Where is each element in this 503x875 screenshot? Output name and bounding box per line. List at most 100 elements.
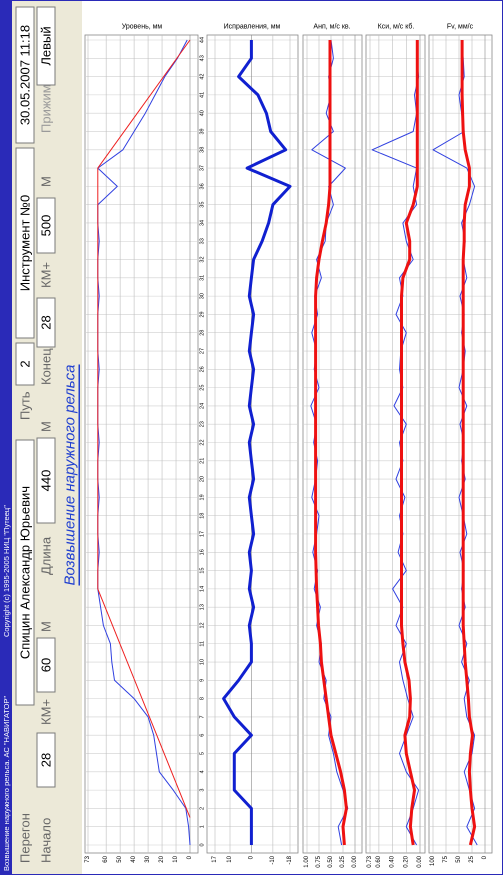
x-tick-label: 26 xyxy=(200,366,206,372)
data-line xyxy=(222,40,292,845)
y-tick-label: 25 xyxy=(469,855,475,862)
y-tick-label: 0.75 xyxy=(316,855,322,867)
y-tick-label: 100 xyxy=(430,855,436,866)
data-line xyxy=(314,40,348,846)
x-tick-label: 2 xyxy=(200,807,206,810)
x-tick-label: 14 xyxy=(200,586,206,592)
caption: Возвышение наружного рельса. АС "НАВИГАТ… xyxy=(2,696,11,871)
x-tick-label: 9 xyxy=(200,679,206,682)
info-label: Перегон xyxy=(18,813,33,863)
y-tick-label: 60 xyxy=(103,855,109,862)
info-label: Длина xyxy=(39,536,54,575)
x-tick-label: 42 xyxy=(200,74,206,80)
panel-title: Кси, м/с кб. xyxy=(378,23,415,31)
info-label: КМ+ xyxy=(39,699,54,725)
y-tick-label: 73 xyxy=(85,855,91,862)
info-value: 2 xyxy=(18,360,33,367)
x-tick-label: 29 xyxy=(200,311,206,317)
info-label: Начало xyxy=(39,818,54,863)
x-tick-label: 37 xyxy=(200,165,206,171)
data-line xyxy=(97,39,191,818)
x-tick-label: 18 xyxy=(200,513,206,519)
x-tick-label: 11 xyxy=(200,641,206,647)
info-label: КМ+ xyxy=(39,262,54,288)
info-field xyxy=(15,6,35,144)
x-tick-label: 22 xyxy=(200,439,206,445)
x-tick-label: 20 xyxy=(200,476,206,482)
info-value: Левый xyxy=(39,26,54,65)
info-field xyxy=(36,437,56,524)
x-tick-label: 44 xyxy=(200,37,206,43)
y-tick-label: 10 xyxy=(173,855,179,862)
y-tick-label: 0.60 xyxy=(376,855,382,867)
y-tick-label: 50 xyxy=(456,855,462,862)
info-label: Прижим xyxy=(39,84,54,133)
panel-frame xyxy=(428,34,493,854)
x-tick-label: 41 xyxy=(200,92,206,98)
panel-title: Анп, м/с кв. xyxy=(313,24,350,31)
panel-frame xyxy=(206,34,299,854)
y-tick-label: 20 xyxy=(159,855,165,862)
info-value: 30.05.2007 11:18 xyxy=(18,25,33,125)
x-tick-label: 21 xyxy=(200,458,206,464)
x-tick-label: 15 xyxy=(200,568,206,574)
x-tick-label: 39 xyxy=(200,128,206,134)
panel-title: Уровень, мм xyxy=(122,24,163,31)
x-tick-label: 36 xyxy=(200,183,206,189)
x-tick-label: 16 xyxy=(200,549,206,555)
y-tick-label: 10 xyxy=(227,855,233,862)
x-tick-label: 32 xyxy=(200,256,206,262)
info-field xyxy=(36,297,56,348)
data-line xyxy=(400,40,419,846)
info-field xyxy=(15,439,35,706)
x-tick-label: 17 xyxy=(200,531,206,537)
x-tick-label: 23 xyxy=(200,421,206,427)
info-field xyxy=(36,6,56,86)
info-value: 440 xyxy=(39,470,54,492)
x-tick-label: 10 xyxy=(200,659,206,665)
y-tick-label: 0 xyxy=(482,855,488,859)
x-tick-label: 30 xyxy=(200,293,206,299)
info-label: М xyxy=(39,621,54,632)
data-line xyxy=(97,39,191,846)
panel-title: Fv, мм/с xyxy=(447,24,474,31)
y-tick-label: 0.00 xyxy=(417,855,423,867)
info-field xyxy=(15,342,35,386)
x-tick-label: 19 xyxy=(200,494,206,500)
info-field xyxy=(36,197,56,254)
info-field xyxy=(15,147,35,339)
x-tick-label: 24 xyxy=(200,403,206,409)
y-tick-label: 0.73 xyxy=(367,855,373,867)
x-tick-label: 7 xyxy=(200,715,206,718)
x-tick-label: 6 xyxy=(200,734,206,737)
info-value: Спицин Александр Юрьевич xyxy=(18,486,33,659)
y-tick-label: -18 xyxy=(287,855,293,864)
x-tick-label: 12 xyxy=(200,622,206,628)
y-tick-label: 0.00 xyxy=(352,855,358,867)
x-tick-label: 34 xyxy=(200,220,206,226)
y-tick-label: 17 xyxy=(212,855,218,862)
info-value: 500 xyxy=(39,215,54,237)
y-tick-label: 0.50 xyxy=(328,855,334,867)
x-tick-label: 27 xyxy=(200,348,206,354)
x-tick-label: 3 xyxy=(200,789,206,792)
y-tick-label: 0.20 xyxy=(403,855,409,867)
info-field xyxy=(36,637,56,693)
caption-bar xyxy=(0,0,12,875)
y-tick-label: -10 xyxy=(270,855,276,864)
info-field xyxy=(36,732,56,788)
y-tick-label: 1.00 xyxy=(304,855,310,867)
info-label: М xyxy=(39,176,54,187)
y-tick-label: 40 xyxy=(131,855,137,862)
x-tick-label: 35 xyxy=(200,202,206,208)
y-tick-label: 0.40 xyxy=(390,855,396,867)
y-tick-label: 0 xyxy=(248,855,254,859)
data-line xyxy=(460,40,477,846)
x-tick-label: 13 xyxy=(200,604,206,610)
x-tick-label: 5 xyxy=(200,752,206,755)
banner: Возвышение наружного рельса xyxy=(62,364,79,585)
y-tick-label: 30 xyxy=(145,855,151,862)
x-tick-label: 0 xyxy=(200,843,206,846)
info-label: М xyxy=(39,421,54,432)
